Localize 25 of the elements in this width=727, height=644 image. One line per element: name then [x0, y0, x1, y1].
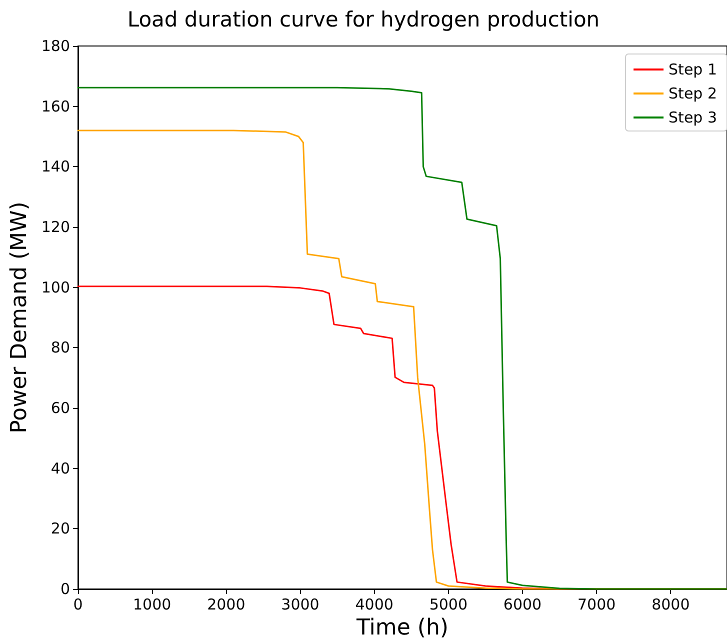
x-tick-label: 4000 — [355, 596, 394, 614]
y-tick-label: 160 — [41, 97, 70, 116]
x-tick-label: 8000 — [652, 596, 690, 614]
y-tick-label: 180 — [41, 37, 70, 55]
legend-label: Step 3 — [668, 108, 718, 126]
legend-label: Step 2 — [668, 84, 718, 102]
y-tick-label: 20 — [50, 520, 70, 538]
y-tick-label: 0 — [60, 580, 70, 598]
y-tick-label: 140 — [41, 158, 70, 176]
y-tick-label: 120 — [41, 218, 70, 236]
chart-title: Load duration curve for hydrogen production — [127, 8, 600, 32]
y-axis-title: Power Demand (MW) — [6, 202, 32, 434]
y-tick-label: 60 — [50, 399, 70, 417]
x-tick-label: 0 — [73, 596, 83, 614]
x-tick-label: 5000 — [429, 596, 468, 614]
x-axis-title: Time (h) — [356, 616, 448, 640]
x-tick-label: 3000 — [281, 596, 320, 614]
y-tick-label: 100 — [41, 278, 70, 296]
x-tick-label: 7000 — [578, 596, 616, 614]
x-tick-label: 6000 — [503, 596, 542, 614]
legend-label: Step 1 — [668, 60, 718, 78]
x-tick-label: 2000 — [207, 596, 246, 614]
y-tick-label: 40 — [50, 459, 70, 478]
x-tick-label: 1000 — [132, 596, 172, 614]
y-tick-label: 80 — [50, 338, 70, 357]
